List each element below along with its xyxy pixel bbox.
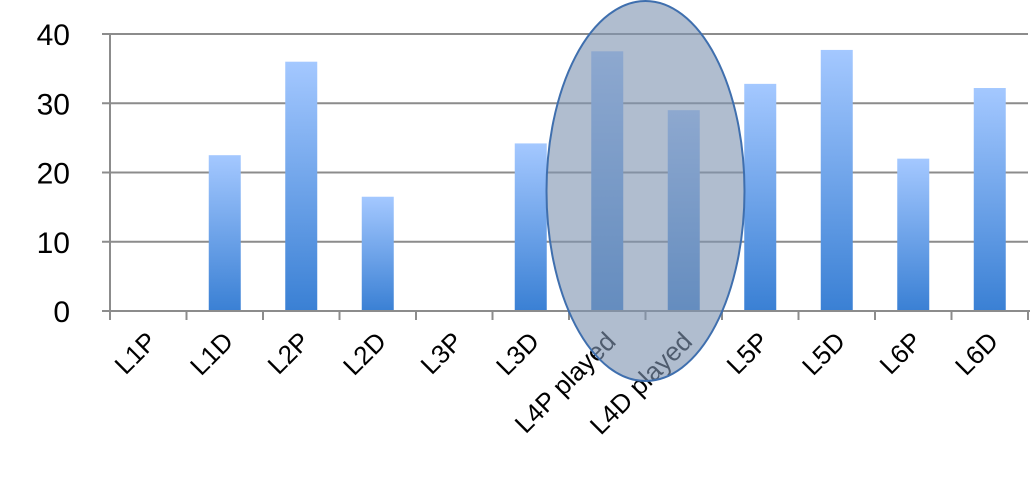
- x-tick-label: L3D: [490, 326, 545, 381]
- x-tick-label: L6P: [874, 326, 928, 380]
- bar-l2p: [285, 61, 318, 312]
- bar-l6p: [897, 158, 930, 311]
- x-tick-label: L5D: [796, 326, 851, 381]
- x-tick-label: L2P: [262, 326, 316, 380]
- bar-l1d: [208, 155, 241, 311]
- y-tick-label: 30: [37, 88, 70, 121]
- bar-l6d: [973, 88, 1006, 311]
- highlight-ellipse: [545, 0, 746, 382]
- y-tick-label: 0: [53, 296, 70, 329]
- bar-l3d: [514, 143, 547, 311]
- x-tick-label: L1P: [109, 326, 163, 380]
- bar-l5d: [820, 49, 853, 312]
- x-tick-label: L6D: [949, 326, 1004, 381]
- bar-l2d: [361, 196, 394, 311]
- y-tick-label: 40: [37, 19, 70, 52]
- y-tick-label: 10: [37, 227, 70, 260]
- x-tick-label: L2D: [337, 326, 392, 381]
- x-tick-label: L1D: [184, 326, 239, 381]
- y-tick-label: 20: [37, 158, 70, 191]
- bar-l5p: [744, 83, 777, 311]
- x-tick-label: L5P: [721, 326, 775, 380]
- highlight-ellipse-layer: [545, 0, 746, 382]
- y-axis-ticks: 0 10 20 30 40: [37, 19, 70, 329]
- x-tick-label: L3P: [415, 326, 469, 380]
